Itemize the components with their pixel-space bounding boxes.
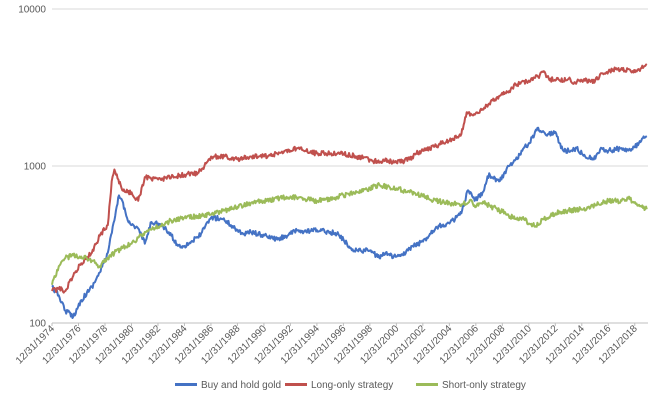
y-tick-label: 100: [29, 319, 46, 330]
y-axis: 100 1000 10000: [18, 5, 46, 330]
y-tick-label: 1000: [24, 162, 47, 173]
gridlines: [52, 8, 648, 324]
legend: Buy and hold gold Long-only strategy Short…: [175, 380, 526, 391]
series-line: [51, 126, 648, 319]
series-lines: [51, 63, 648, 319]
series-line: [51, 182, 648, 285]
series-line: [51, 63, 648, 294]
legend-label: Short-only strategy: [442, 380, 526, 391]
x-axis: 12/31/197412/31/197612/31/197812/31/1980…: [14, 322, 648, 367]
legend-label: Long-only strategy: [311, 380, 393, 391]
legend-label: Buy and hold gold: [201, 380, 281, 391]
y-tick-label: 10000: [18, 5, 46, 16]
